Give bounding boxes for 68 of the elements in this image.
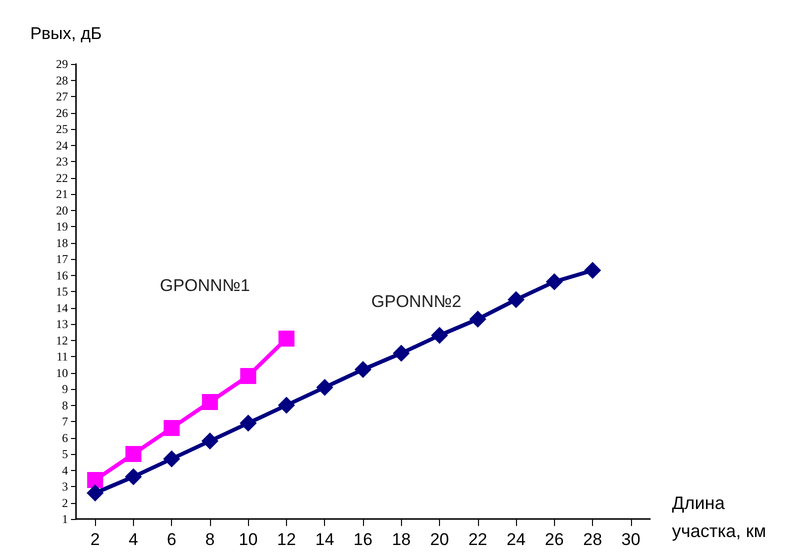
y-tick-label: 24	[56, 138, 68, 152]
y-tick-label: 5	[62, 447, 68, 461]
y-axis-title: Рвых, дБ	[30, 24, 102, 43]
point	[124, 468, 142, 486]
x-tick-label: 24	[506, 530, 526, 549]
x-tick-label: 16	[354, 530, 372, 549]
x-tick-label: 10	[238, 530, 258, 549]
y-tick-label: 23	[56, 154, 68, 168]
y-tick-label: 21	[56, 187, 68, 201]
point	[278, 396, 295, 414]
y-tick-label: 13	[56, 317, 68, 331]
y-tick-label: 14	[56, 300, 68, 315]
y-tick-label: 17	[56, 252, 68, 266]
y-tick-label: 8	[62, 398, 68, 412]
x-tick-label: 26	[544, 530, 564, 549]
x-tick-label: 18	[392, 530, 411, 549]
point	[163, 450, 180, 468]
point	[87, 472, 104, 488]
point	[240, 368, 256, 384]
x-tick-label: 20	[430, 530, 449, 549]
x-tick-label: 12	[277, 530, 296, 549]
series-label: GPONN№2	[371, 292, 462, 311]
point	[392, 344, 410, 362]
point	[354, 361, 372, 378]
point	[508, 291, 525, 308]
x-tick-label: 30	[621, 530, 640, 549]
y-tick-label: 3	[62, 480, 68, 494]
y-tick-label: 7	[62, 414, 68, 428]
y-tick-label: 18	[56, 236, 68, 250]
point	[86, 484, 104, 502]
x-axis-title: Длина участка, км	[672, 493, 766, 541]
y-tick-label: 19	[56, 220, 68, 234]
point	[278, 330, 294, 347]
x-tick-label: 28	[583, 530, 602, 549]
y-tick-label: 10	[56, 366, 68, 380]
y-tick-label: 28	[56, 73, 68, 88]
y-tick-label: 29	[56, 57, 68, 71]
point	[202, 394, 218, 410]
x-tick-label: 4	[128, 530, 138, 549]
point	[125, 446, 142, 462]
point	[164, 420, 180, 436]
y-tick-label: 2	[62, 496, 68, 510]
point	[431, 326, 448, 344]
y-tick-label: 16	[56, 268, 68, 282]
point	[546, 273, 563, 290]
y-tick-label: 12	[56, 333, 68, 348]
point	[469, 310, 486, 328]
text: GPONN№1	[160, 276, 250, 295]
x-tick-label: 14	[315, 530, 334, 549]
x-tick-label: 22	[468, 530, 488, 549]
y-tick-label: 6	[62, 430, 68, 445]
x-tick-label: 2	[90, 530, 100, 549]
y-tick-label: 25	[56, 122, 68, 136]
y-tick-label: 22	[56, 170, 68, 185]
y-tick-label: 26	[56, 106, 68, 120]
y-tick-label: 15	[56, 284, 68, 298]
point	[201, 432, 218, 450]
y-tick-label: 9	[62, 382, 68, 396]
y-tick-label: 27	[56, 90, 68, 104]
y-tick-label: 1	[62, 512, 68, 526]
point	[584, 262, 602, 279]
x-tick-label: 6	[166, 530, 176, 549]
point	[240, 414, 257, 432]
y-tick-label: 20	[56, 203, 68, 218]
x-tick-label: 8	[205, 530, 215, 549]
point	[316, 378, 334, 396]
y-tick-label: 4	[62, 463, 68, 478]
y-tick-label: 11	[56, 350, 68, 364]
